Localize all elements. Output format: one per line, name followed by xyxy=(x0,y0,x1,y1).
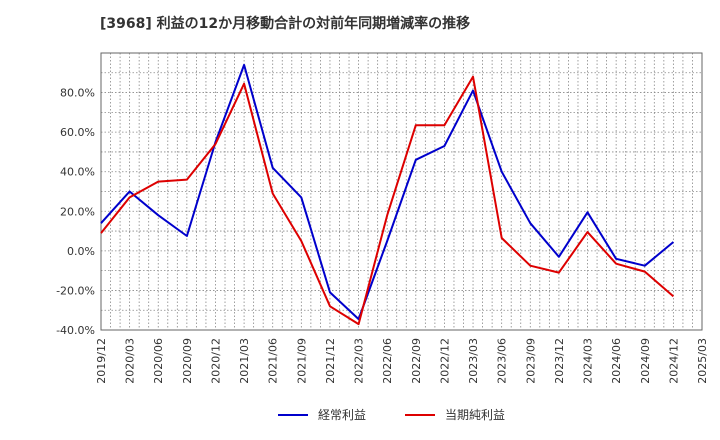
x-tick-label: 2021/06 xyxy=(267,338,280,384)
x-tick-label: 2024/06 xyxy=(610,338,623,384)
x-tick-label: 2020/12 xyxy=(209,338,222,384)
x-tick-label: 2023/03 xyxy=(467,338,480,384)
plot-area xyxy=(101,53,702,330)
series-lines xyxy=(100,63,675,326)
y-tick-label: 0.0% xyxy=(67,245,95,258)
x-tick-label: 2021/03 xyxy=(238,338,251,384)
x-tick-label: 2022/12 xyxy=(438,338,451,384)
y-tick-label: 20.0% xyxy=(60,205,95,218)
y-tick-label: -20.0% xyxy=(56,284,95,297)
x-tick-label: 2025/03 xyxy=(696,338,709,384)
y-axis: -40.0% -20.0% 0.0% 20.0% 40.0% 60.0% 80.0% xyxy=(56,87,95,337)
y-tick-label: 40.0% xyxy=(60,166,95,179)
plot-border xyxy=(100,52,703,331)
x-axis: 2019/12 2020/03 2020/06 2020/09 2020/12 2021/… xyxy=(95,338,709,384)
x-tick-label: 2023/06 xyxy=(496,338,509,384)
y-tick-label: 60.0% xyxy=(60,126,95,139)
x-tick-label: 2021/09 xyxy=(295,338,308,384)
x-tick-label: 2022/06 xyxy=(381,338,394,384)
legend-label: 当期純利益 xyxy=(445,408,505,422)
x-tick-label: 2021/12 xyxy=(324,338,337,384)
x-tick-label: 2023/09 xyxy=(524,338,537,384)
x-tick-label: 2024/03 xyxy=(582,338,595,384)
x-tick-label: 2020/06 xyxy=(152,338,165,384)
x-tick-label: 2024/12 xyxy=(667,338,680,384)
legend-label: 経常利益 xyxy=(318,408,366,422)
chart-title: [3968] 利益の12か月移動合計の対前年同期増減率の推移 xyxy=(100,15,470,32)
x-tick-label: 2020/03 xyxy=(124,338,137,384)
x-tick-label: 2020/09 xyxy=(181,338,194,384)
x-tick-label: 2024/09 xyxy=(639,338,652,384)
x-tick-label: 2022/03 xyxy=(353,338,366,384)
x-tick-label: 2019/12 xyxy=(95,338,108,384)
y-tick-label: -40.0% xyxy=(56,324,95,337)
x-tick-label: 2023/12 xyxy=(553,338,566,384)
legend: 経常利益 当期純利益 xyxy=(278,408,505,422)
x-tick-label: 2022/09 xyxy=(410,338,423,384)
y-tick-label: 80.0% xyxy=(60,87,95,100)
